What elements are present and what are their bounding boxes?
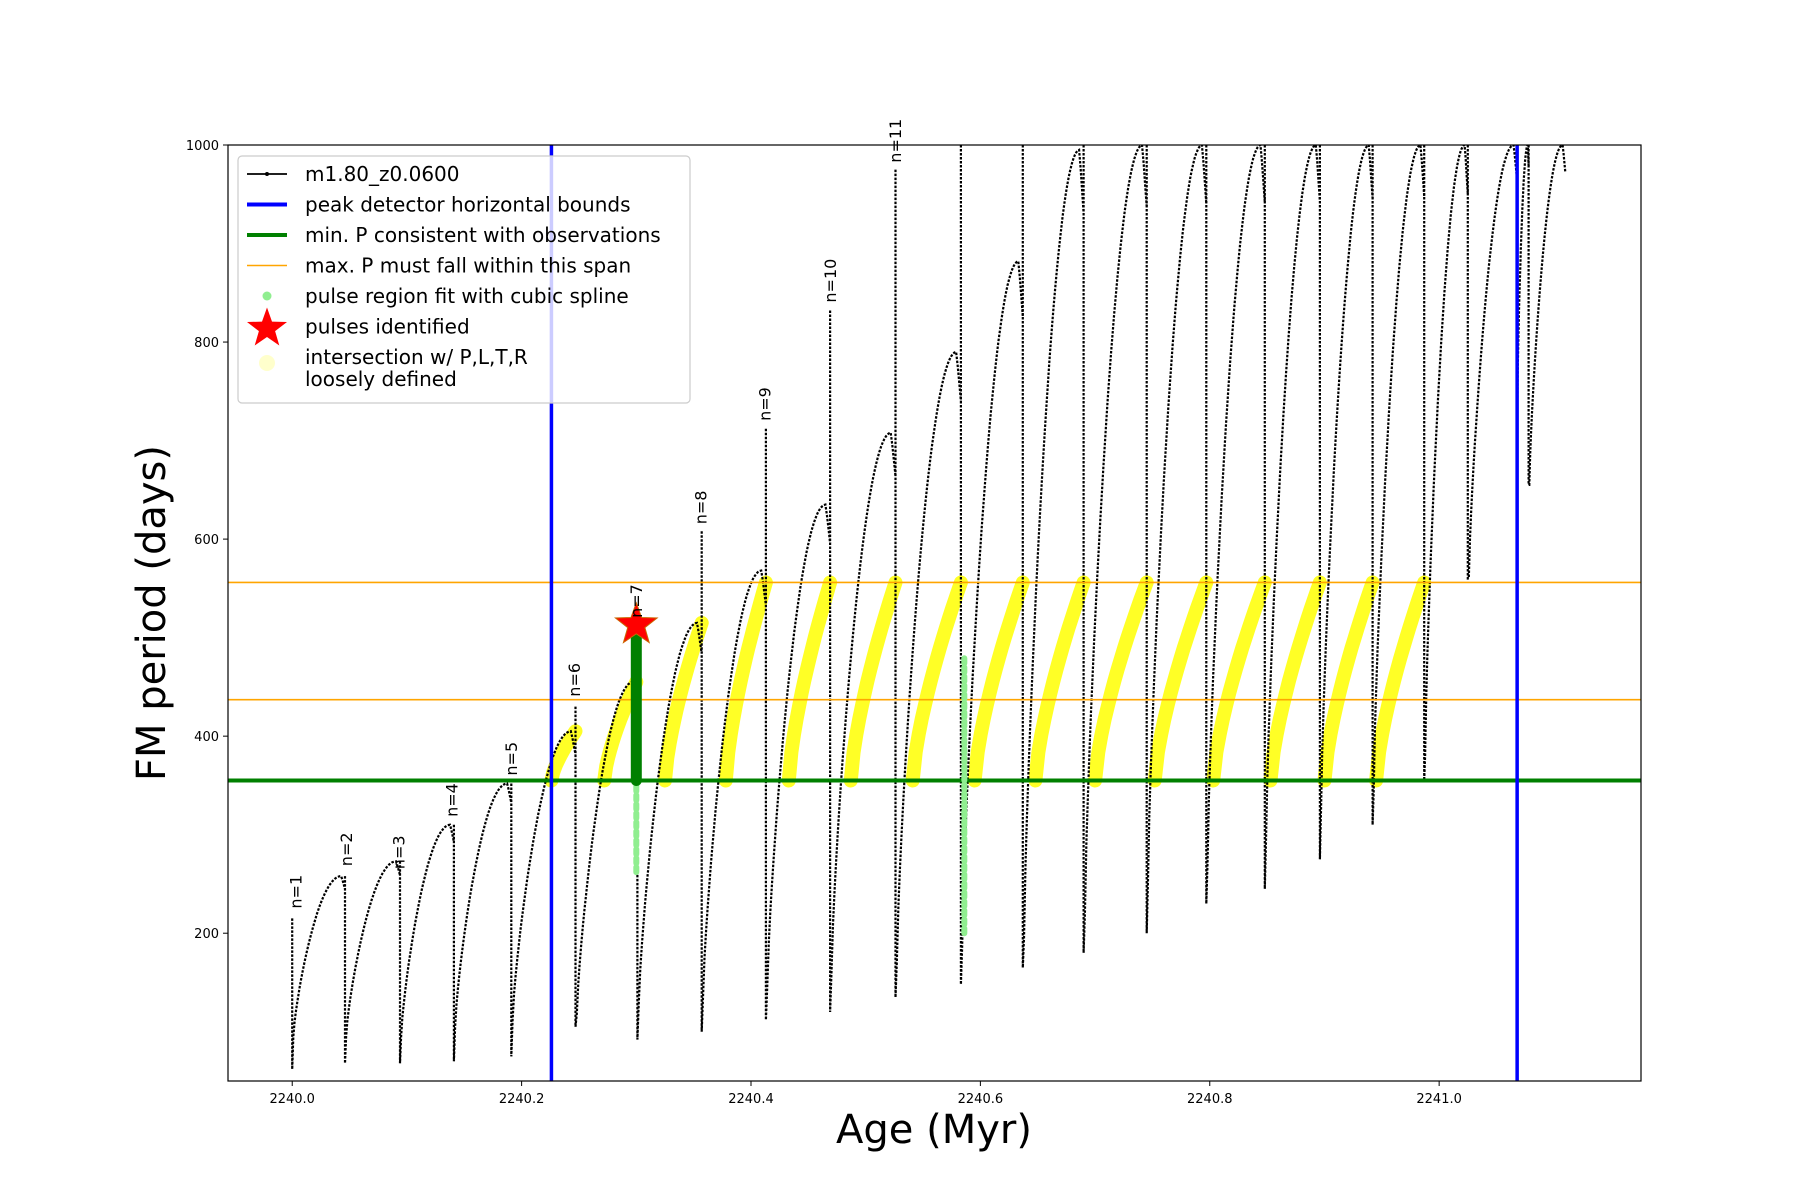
legend-entry-1: m1.80_z0.0600 — [247, 162, 460, 186]
cycle-line-8 — [700, 531, 767, 1032]
y-axis-label: FM period (days) — [129, 445, 175, 781]
intersection-region-8 — [967, 575, 1030, 788]
legend-entry-3: min. P consistent with observations — [247, 223, 661, 247]
x-tick-label: 2241.0 — [1416, 1092, 1462, 1107]
legend-entry-5: pulse region fit with cubic spline — [262, 284, 629, 308]
legend-entry-4: max. P must fall within this span — [247, 254, 631, 278]
cycle-line-22 — [1516, 145, 1530, 403]
cycle-line-20 — [1423, 145, 1469, 781]
x-tick-label: 2240.0 — [269, 1092, 315, 1107]
legend-label: min. P consistent with observations — [305, 223, 661, 247]
intersection-region-7 — [905, 575, 968, 788]
cycle-line-9 — [764, 428, 832, 1020]
x-tick-label: 2240.6 — [958, 1092, 1004, 1107]
pulse-label-n8: n=8 — [691, 491, 710, 525]
cycle-line-19 — [1371, 145, 1426, 825]
y-tick-label: 400 — [194, 730, 219, 745]
x-axis-label: Age (Myr) — [836, 1107, 1032, 1153]
cycle-line-5 — [510, 729, 577, 1057]
x-tick-label: 2240.2 — [499, 1092, 545, 1107]
intersection-region-6 — [843, 575, 903, 788]
cycle-line-11 — [894, 169, 962, 998]
y-tick-label: 1000 — [186, 139, 219, 154]
x-tick-label: 2240.4 — [728, 1092, 774, 1107]
legend-label: m1.80_z0.0600 — [305, 162, 460, 186]
intersection-region-9 — [1028, 575, 1091, 788]
cycle-line-13 — [1021, 145, 1085, 968]
intersection-regions — [544, 575, 1432, 788]
cycle-line-16 — [1205, 145, 1266, 904]
intersection-region-10 — [1088, 575, 1154, 788]
y-tick-label: 800 — [194, 336, 219, 351]
pulse-label-n4: n=4 — [442, 783, 461, 817]
intersection-region-14 — [1317, 575, 1380, 788]
pulse-markers — [614, 601, 659, 644]
cycle-line-21 — [1466, 145, 1519, 580]
intersection-region-15 — [1369, 575, 1432, 788]
cycle-line-10 — [829, 310, 897, 1013]
pulse-label-n3: n=3 — [390, 835, 409, 869]
spline-fit-regions — [630, 631, 968, 937]
axis-ticks: 2240.0 2240.2 2240.4 2240.6 2240.8 2241.0 200 4… — [186, 139, 1462, 1107]
horizontal-reference-lines — [228, 581, 1641, 783]
legend-swatch-dot — [265, 172, 269, 176]
cycle-line-18 — [1318, 145, 1374, 860]
cycle-line-15 — [1145, 145, 1208, 934]
legend-entry-6: pulses identified — [247, 307, 470, 346]
legend-swatch — [262, 291, 272, 301]
pulse-label-n6: n=6 — [565, 663, 584, 697]
pulse-label-n9: n=9 — [756, 387, 775, 421]
legend-box — [237, 155, 691, 404]
legend-label: loosely defined — [305, 367, 457, 391]
x-tick-label: 2240.8 — [1187, 1092, 1233, 1107]
intersection-region-13 — [1263, 575, 1327, 788]
intersection-region-4 — [718, 575, 773, 788]
cycle-line-14 — [1082, 145, 1148, 953]
legend-label: pulses identified — [305, 315, 470, 339]
legend-label: max. P must fall within this span — [305, 254, 631, 278]
cycle-line-3 — [398, 823, 455, 1064]
cycle-line-23 — [1527, 145, 1567, 486]
pulse-label-n5: n=5 — [502, 742, 521, 776]
intersection-region-3 — [658, 615, 709, 788]
legend-swatch — [247, 307, 287, 346]
pulse-labels: n=1 n=2 n=3 n=4 n=5 n=6 n=7 n=8 n=9 n=10 n=11 — [286, 119, 905, 909]
legend-swatch — [259, 355, 275, 371]
intersection-region-11 — [1147, 575, 1214, 788]
pulse-label-n7: n=7 — [627, 584, 646, 618]
cycle-line-2 — [343, 860, 402, 1064]
intersection-region-1 — [544, 724, 583, 788]
y-tick-label: 600 — [194, 533, 219, 548]
pulse-label-n2: n=2 — [337, 832, 356, 866]
legend-label: intersection w/ P,L,T,R — [305, 345, 528, 369]
cycle-line-4 — [452, 782, 513, 1062]
intersection-region-5 — [781, 575, 838, 788]
cycle-line-12 — [959, 145, 1024, 985]
pulse-label-n10: n=10 — [821, 259, 840, 303]
cycle-line-17 — [1263, 145, 1321, 889]
pulse-star-marker — [614, 601, 659, 644]
legend-label: pulse region fit with cubic spline — [305, 284, 629, 308]
y-tick-label: 200 — [194, 927, 219, 942]
legend-label: peak detector horizontal bounds — [305, 193, 631, 217]
series-lines — [291, 145, 1567, 1070]
pulse-label-n1: n=1 — [286, 875, 305, 909]
legend-entry-2: peak detector horizontal bounds — [247, 193, 631, 217]
plot-frame — [227, 144, 1642, 1082]
intersection-region-12 — [1206, 575, 1272, 788]
cycle-line-6 — [574, 680, 639, 1027]
pulse-label-n11: n=11 — [886, 119, 905, 163]
cycle-line-7 — [636, 621, 703, 1040]
cycle-line-1 — [291, 874, 347, 1070]
